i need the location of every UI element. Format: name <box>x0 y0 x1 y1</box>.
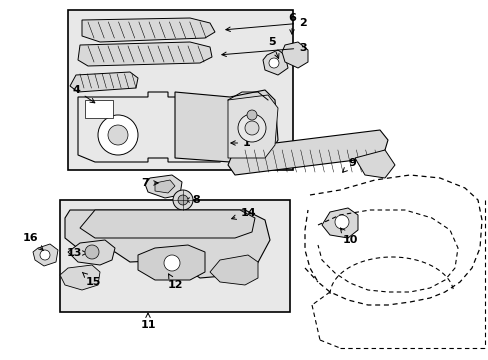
Polygon shape <box>82 18 215 42</box>
Polygon shape <box>78 42 212 66</box>
Circle shape <box>238 114 265 142</box>
Polygon shape <box>227 95 278 158</box>
Polygon shape <box>321 208 357 238</box>
Circle shape <box>108 125 128 145</box>
Polygon shape <box>155 180 175 193</box>
Polygon shape <box>78 92 229 162</box>
Circle shape <box>178 195 187 205</box>
Text: 3: 3 <box>222 43 306 57</box>
Polygon shape <box>65 210 269 278</box>
Circle shape <box>163 255 180 271</box>
Polygon shape <box>80 210 254 238</box>
Polygon shape <box>33 244 58 266</box>
Text: 14: 14 <box>231 208 255 219</box>
Circle shape <box>173 190 193 210</box>
Text: 13: 13 <box>66 248 87 258</box>
Circle shape <box>40 250 50 260</box>
Text: 9: 9 <box>342 158 355 172</box>
Bar <box>85 100 113 118</box>
Text: 12: 12 <box>167 274 183 290</box>
Text: 2: 2 <box>225 18 306 31</box>
Text: 8: 8 <box>185 195 200 205</box>
Bar <box>68 10 292 170</box>
Text: 6: 6 <box>287 13 295 34</box>
Circle shape <box>268 58 279 68</box>
Polygon shape <box>60 265 100 290</box>
Text: 5: 5 <box>267 37 279 58</box>
Circle shape <box>334 215 348 229</box>
Polygon shape <box>227 130 387 175</box>
Text: 4: 4 <box>72 85 95 103</box>
Circle shape <box>98 115 138 155</box>
Polygon shape <box>68 240 115 265</box>
Circle shape <box>85 245 99 259</box>
Circle shape <box>244 121 259 135</box>
Polygon shape <box>70 72 138 92</box>
Bar <box>60 200 289 312</box>
Text: 15: 15 <box>82 272 101 287</box>
Text: 7: 7 <box>141 178 158 188</box>
Polygon shape <box>138 245 204 280</box>
Polygon shape <box>282 42 307 68</box>
Polygon shape <box>209 255 258 285</box>
Polygon shape <box>354 150 394 178</box>
Text: 1: 1 <box>230 138 250 148</box>
Text: 10: 10 <box>340 228 357 245</box>
Circle shape <box>246 110 257 120</box>
Text: 11: 11 <box>140 313 156 330</box>
Text: 16: 16 <box>22 233 43 250</box>
Polygon shape <box>145 175 182 198</box>
Polygon shape <box>263 50 287 75</box>
Polygon shape <box>175 90 278 162</box>
